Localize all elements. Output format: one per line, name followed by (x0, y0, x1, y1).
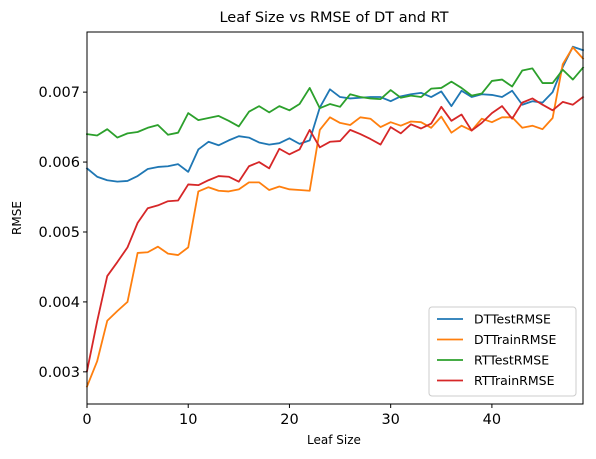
x-tick-label: 20 (280, 412, 298, 428)
series-line-RTTrainRMSE (85, 95, 585, 373)
series-layer (85, 45, 585, 388)
y-axis-label: RMSE (10, 201, 24, 235)
x-axis-label: Leaf Size (307, 433, 361, 447)
series-line-DTTrainRMSE (85, 46, 585, 388)
series-line-DTTestRMSE (85, 45, 585, 183)
x-tick-label: 0 (82, 412, 91, 428)
chart-title: Leaf Size vs RMSE of DT and RT (219, 10, 448, 26)
legend-label-RTTrainRMSE: RTTrainRMSE (474, 373, 555, 388)
plot-frame (86, 31, 584, 405)
legend-label-DTTestRMSE: DTTestRMSE (474, 312, 551, 327)
x-tick-label: 10 (179, 412, 197, 428)
x-axis-ticks: 0 10 20 30 40 (82, 404, 501, 428)
y-tick-label: 0.005 (38, 225, 80, 241)
y-tick-label: 0.006 (38, 155, 80, 171)
y-tick-label: 0.003 (38, 365, 80, 381)
x-tick-label: 40 (483, 412, 501, 428)
y-axis-ticks: 0.003 0.004 0.005 0.006 0.007 (38, 85, 87, 381)
legend: DTTestRMSE DTTrainRMSE RTTestRMSE RTTrainRM… (428, 306, 577, 397)
y-tick-label: 0.004 (38, 295, 80, 311)
series-line-RTTestRMSE (85, 66, 585, 139)
x-tick-label: 30 (381, 412, 399, 428)
legend-label-RTTestRMSE: RTTestRMSE (474, 353, 549, 368)
y-tick-label: 0.007 (38, 85, 80, 101)
legend-label-DTTrainRMSE: DTTrainRMSE (474, 332, 556, 347)
legend-box (428, 306, 577, 397)
